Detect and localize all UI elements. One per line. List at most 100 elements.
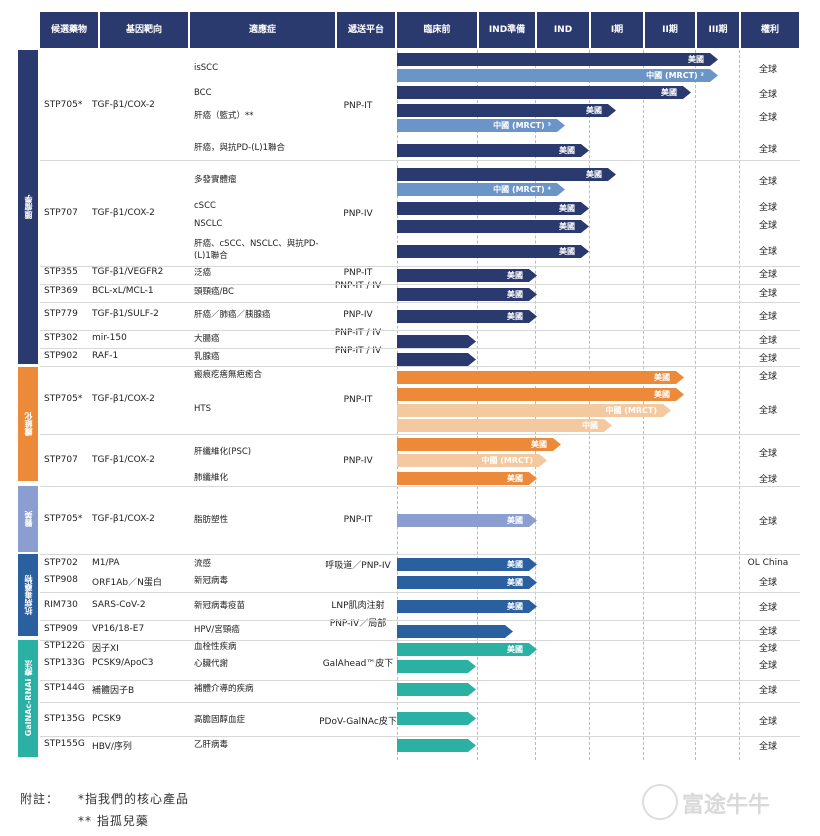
rights-label: 全球 bbox=[758, 177, 777, 187]
stage-bar bbox=[397, 683, 476, 696]
stage-bar: 美國 bbox=[397, 245, 589, 258]
watermark-text: 富途牛牛 bbox=[682, 793, 771, 818]
delivery-platform: GalAhead™皮下 bbox=[322, 659, 394, 669]
rights-label: 全球 bbox=[758, 644, 777, 654]
indication-label: 乳腺癌 bbox=[194, 352, 220, 362]
stage-bar: 美國 bbox=[397, 371, 684, 384]
row-divider bbox=[40, 620, 800, 621]
indication-label: HPV/宮頸癌 bbox=[194, 625, 240, 635]
gene-target: TGF-β1/COX-2 bbox=[92, 208, 155, 218]
stage-bar: 美國 bbox=[397, 600, 537, 613]
gene-target: 因子XI bbox=[92, 644, 119, 654]
rights-label: 全球 bbox=[758, 475, 777, 485]
category-label: 抗病毒藥物 bbox=[23, 575, 33, 615]
rights-label: OL China bbox=[747, 558, 789, 568]
header-phase2: II期 bbox=[645, 12, 695, 48]
indication-label: 高膽固醇血症 bbox=[194, 715, 246, 725]
stage-bar: 中國 (MRCT) bbox=[397, 454, 547, 467]
gene-target: TGF-β1/COX-2 bbox=[92, 394, 155, 404]
delivery-platform: PNP-IT bbox=[343, 515, 373, 525]
stage-bar: 中國 (MRCT) ⁴ bbox=[397, 183, 565, 196]
rights-label: 全球 bbox=[758, 627, 777, 637]
row-divider bbox=[40, 640, 800, 641]
pipeline-table: 候選藥物 基因靶向 適應症 遞送平台 臨床前 IND準備 IND I期 II期 III期 權利 腫瘤學… bbox=[18, 12, 800, 760]
header-phase1: I期 bbox=[591, 12, 643, 48]
rights-label: 全球 bbox=[758, 742, 777, 752]
stage-bar: 美國 bbox=[397, 104, 616, 117]
category-band-1: 纖維化 bbox=[18, 367, 38, 481]
rights-label: 全球 bbox=[758, 270, 777, 280]
indication-label: 大腸癌 bbox=[194, 334, 220, 344]
indication-label: 補體介導的疾病 bbox=[194, 684, 254, 694]
stage-bar: 美國 bbox=[397, 53, 718, 66]
footnote-core-product: *指我們的核心產品 bbox=[78, 792, 190, 806]
indication-label: 多發實體瘤 bbox=[194, 175, 237, 185]
indication-label: HTS bbox=[194, 404, 211, 414]
header-preclinical: 臨床前 bbox=[397, 12, 477, 48]
gene-target: 補體因子B bbox=[92, 686, 135, 696]
gene-target: TGF-β1/SULF-2 bbox=[92, 309, 159, 319]
drug-name: STP369 bbox=[44, 286, 78, 296]
gene-target: VP16/18-E7 bbox=[92, 624, 145, 634]
delivery-platform: PNP-IT bbox=[343, 395, 373, 405]
stage-bar: 美國 bbox=[397, 86, 691, 99]
stage-bar: 美國 bbox=[397, 144, 589, 157]
stage-bar bbox=[397, 739, 476, 752]
stage-bar: 美國 bbox=[397, 558, 537, 571]
row-divider bbox=[40, 702, 800, 703]
stage-bar: 中國 (MRCT) ² bbox=[397, 69, 718, 82]
delivery-platform: PNP-IT / IV bbox=[334, 328, 382, 338]
gene-target: TGF-β1/COX-2 bbox=[92, 514, 155, 524]
stage-bar: 美國 bbox=[397, 168, 616, 181]
drug-name: STP707 bbox=[44, 208, 78, 218]
gene-target: TGF-β1/VEGFR2 bbox=[92, 267, 164, 277]
drug-name: STP122G bbox=[44, 641, 85, 651]
stage-bar bbox=[397, 712, 476, 725]
header-indication: 適應症 bbox=[190, 12, 335, 48]
drug-name: STP144G bbox=[44, 683, 85, 693]
rights-label: 全球 bbox=[758, 578, 777, 588]
category-label: 醫美 bbox=[23, 511, 33, 527]
delivery-platform: PNP-IV bbox=[343, 209, 373, 219]
category-band-0: 腫瘤學 bbox=[18, 50, 38, 364]
indication-label: 肺纖維化 bbox=[194, 473, 229, 483]
stage-bar bbox=[397, 353, 476, 366]
drug-name: STP135G bbox=[44, 714, 85, 724]
rights-label: 全球 bbox=[758, 221, 777, 231]
drug-name: STP702 bbox=[44, 558, 78, 568]
stage-bar: 美國 bbox=[397, 438, 561, 451]
header-phase3: III期 bbox=[697, 12, 739, 48]
delivery-platform: PNP-IT bbox=[343, 268, 373, 278]
indication-label: 肝癌（籃式）** bbox=[194, 111, 254, 121]
indication-label: 新冠病毒 bbox=[194, 576, 229, 586]
rights-label: 全球 bbox=[758, 603, 777, 613]
rights-label: 全球 bbox=[758, 517, 777, 527]
footnote-prefix: 附註： bbox=[20, 792, 60, 806]
category-band-3: 抗病毒藥物 bbox=[18, 554, 38, 636]
rights-label: 全球 bbox=[758, 145, 777, 155]
indication-label: 泛癌 bbox=[194, 268, 212, 278]
indication-label: 新冠病毒疫苗 bbox=[194, 601, 246, 611]
indication-label: 乙肝病毒 bbox=[194, 740, 229, 750]
stage-bar bbox=[397, 625, 513, 638]
stage-bar: 美國 bbox=[397, 288, 537, 301]
drug-name: STP705* bbox=[44, 394, 83, 404]
delivery-platform: LNP肌肉注射 bbox=[331, 601, 385, 611]
gene-target: mir-150 bbox=[92, 333, 127, 343]
gene-target: HBV/序列 bbox=[92, 742, 132, 752]
rights-label: 全球 bbox=[758, 65, 777, 75]
header-candidate: 候選藥物 bbox=[40, 12, 98, 48]
row-divider bbox=[40, 680, 800, 681]
drug-name: STP909 bbox=[44, 624, 78, 634]
stage-bar: 美國 bbox=[397, 310, 537, 323]
rights-label: 全球 bbox=[758, 686, 777, 696]
rights-label: 全球 bbox=[758, 289, 777, 299]
row-divider bbox=[40, 160, 800, 161]
row-divider bbox=[40, 486, 800, 487]
gene-target: PCSK9/ApoC3 bbox=[92, 658, 154, 668]
indication-label: 脂肪塑性 bbox=[194, 515, 229, 525]
indication-label: 頭頸癌/BC bbox=[194, 287, 234, 297]
category-label: GalNAc-RNAi 療法 bbox=[23, 660, 33, 737]
rights-label: 全球 bbox=[758, 449, 777, 459]
delivery-platform: PNP-IT bbox=[343, 101, 373, 111]
